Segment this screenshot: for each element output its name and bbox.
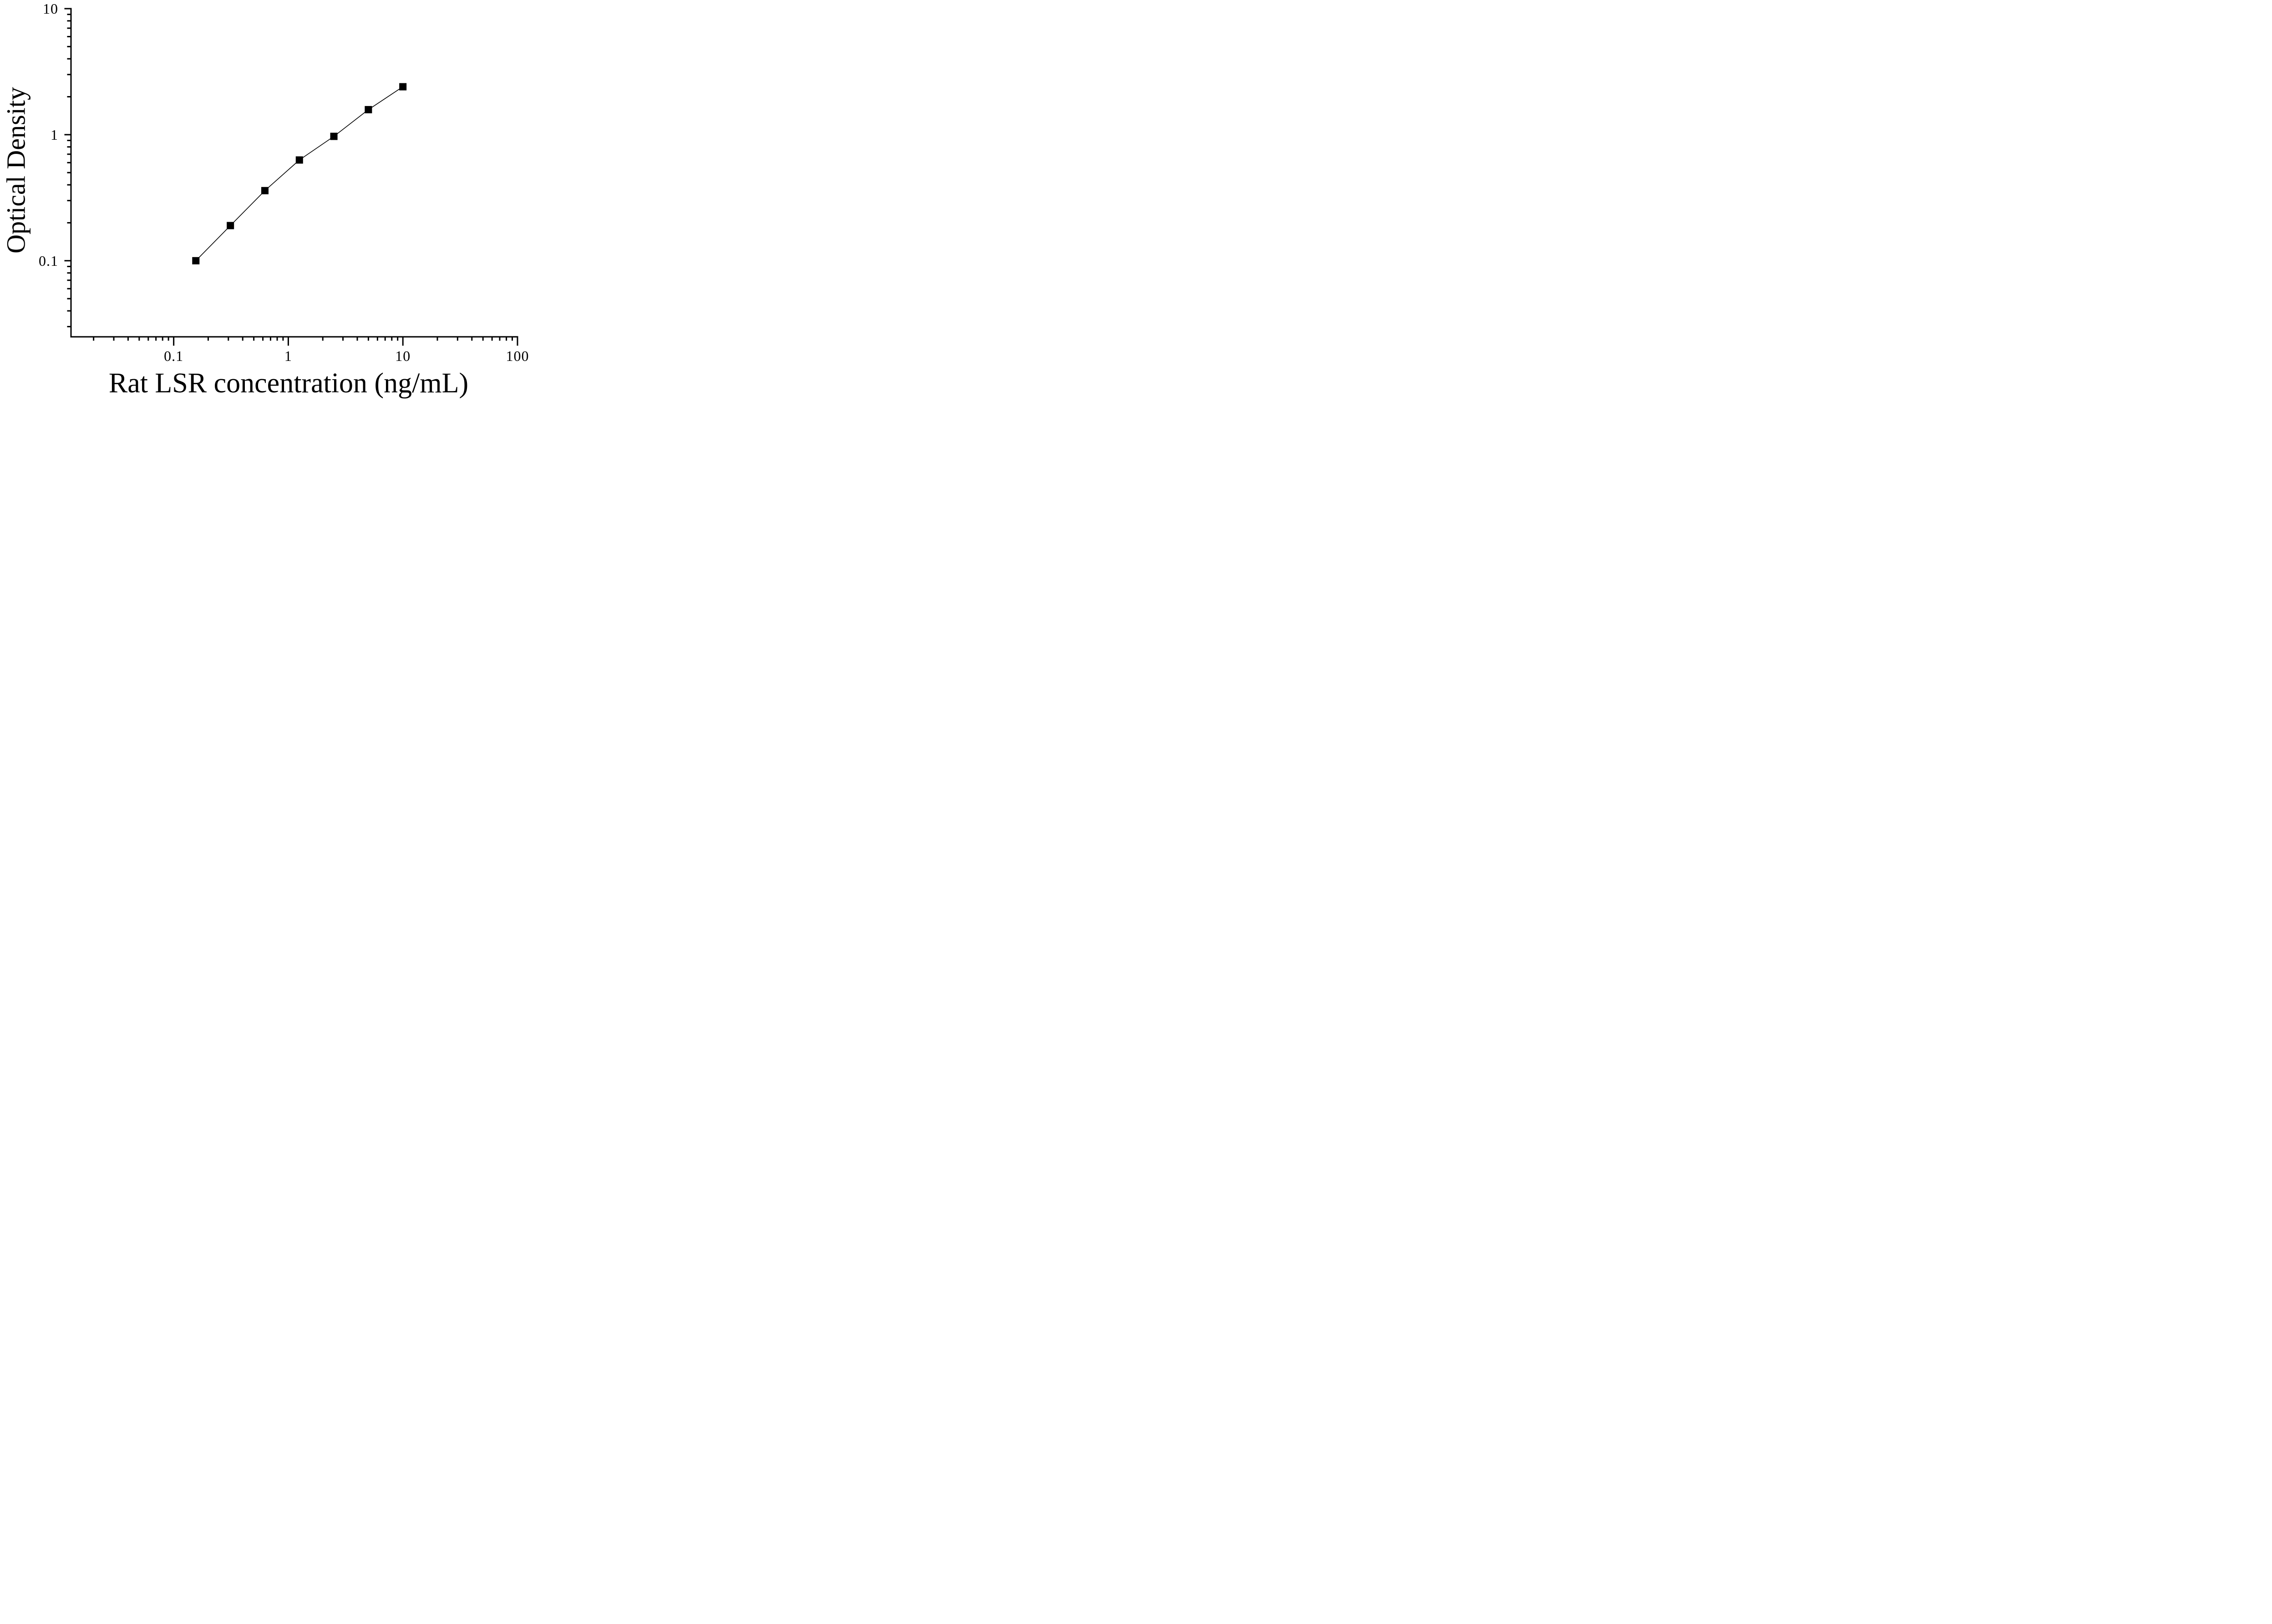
y-tick-label: 1 xyxy=(51,127,58,143)
data-point-marker xyxy=(330,132,338,140)
x-axis-title: Rat LSR concentration (ng/mL) xyxy=(108,368,469,399)
data-point-marker xyxy=(192,257,200,264)
chart-canvas: 0.1 1 10 100 10 1 0.1 xyxy=(39,0,529,364)
data-point-marker xyxy=(261,187,269,194)
y-tick-label: 10 xyxy=(43,0,58,17)
y-axis-title: Optical Density xyxy=(1,87,31,254)
x-tick-label: 0.1 xyxy=(164,348,183,364)
data-point-marker xyxy=(399,83,407,91)
y-tick-label: 0.1 xyxy=(39,253,58,269)
x-tick-label: 100 xyxy=(506,348,529,364)
standard-curve-figure: 0.1 1 10 100 10 1 0.1 Rat LSR concentration (n… xyxy=(0,0,568,406)
x-tick-label: 1 xyxy=(284,348,292,364)
data-point-marker xyxy=(365,106,372,113)
data-point-marker xyxy=(227,222,234,229)
data-point-marker xyxy=(295,156,303,164)
x-tick-label: 10 xyxy=(395,348,411,364)
